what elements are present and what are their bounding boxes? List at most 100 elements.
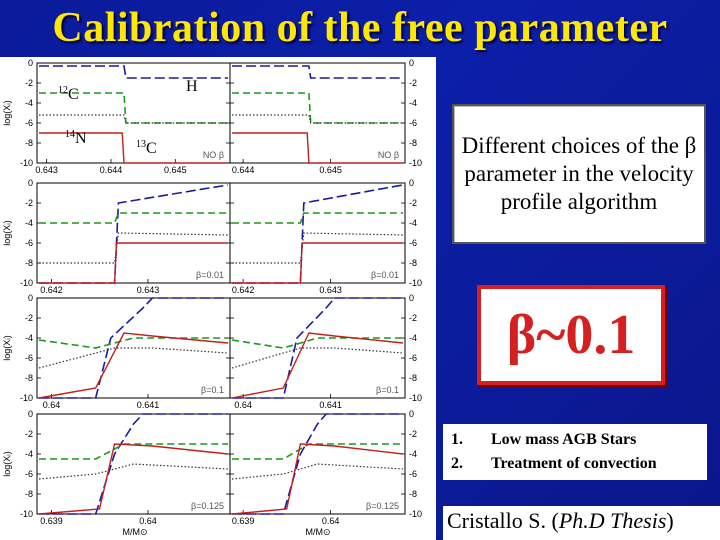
panel-frame [36, 297, 231, 399]
y-tick-label: -8 [409, 489, 417, 499]
y-tick-label: -8 [25, 489, 33, 499]
y-tick-label: -4 [409, 218, 417, 228]
list-item: 2. Treatment of convection [451, 452, 699, 476]
x-tick-label: 0.641 [319, 400, 342, 410]
isotope-label-h: H [186, 78, 198, 95]
y-tick-label: -6 [409, 469, 417, 479]
y-tick-label: -4 [25, 333, 33, 343]
credit-suffix: ) [666, 508, 674, 533]
list-number: 1. [451, 431, 463, 448]
abundance-curve-n14 [232, 232, 404, 264]
y-tick-label: -2 [25, 198, 33, 208]
y-tick-label: -6 [25, 238, 33, 248]
beta-note: β=0.01 [371, 270, 399, 280]
y-tick-label: 0 [28, 58, 33, 68]
y-tick-label: 0 [409, 58, 414, 68]
abundance-curve-c12 [39, 443, 228, 460]
abundance-curve-n14 [231, 347, 404, 369]
abundance-curve-n14 [231, 463, 404, 480]
list-text: Treatment of convection [491, 455, 657, 472]
y-tick-label: -2 [409, 429, 417, 439]
panel-frame [36, 413, 231, 515]
y-tick-label: -8 [409, 373, 417, 383]
abundance-curve-c13 [231, 443, 404, 515]
isotope-label-n14: 14N [65, 129, 87, 147]
plot-panel [36, 182, 231, 284]
x-tick-label: 0.641 [137, 400, 160, 410]
x-tick-label: 0.645 [164, 165, 187, 175]
panel-frame [229, 62, 406, 164]
y-tick-label: -4 [25, 98, 33, 108]
abundance-plots: 0 -2 -4 -6 -8 -10 0.643 0.644 0.645 NO β 0 -2 -4 -6 -8… [2, 58, 422, 537]
x-tick-label: 0.644 [232, 165, 255, 175]
y-tick-label: -10 [20, 509, 33, 519]
abundance-curve-c12 [232, 92, 403, 124]
abundance-curve-n14 [39, 114, 228, 124]
y-tick-label: -4 [409, 333, 417, 343]
abundance-profile-figure: 0 -2 -4 -6 -8 -10 0.643 0.644 0.645 NO β 0 -2 -4 -6 -8… [0, 57, 436, 540]
plot-panel [229, 182, 406, 284]
abundance-curve-c13 [231, 332, 404, 399]
abundance-curve-c13 [38, 443, 229, 515]
y-tick-label: -2 [25, 429, 33, 439]
y-tick-label: -10 [409, 278, 422, 288]
y-tick-label: -10 [409, 393, 422, 403]
abundance-curve-c13 [232, 132, 403, 164]
y-tick-label: -6 [25, 353, 33, 363]
y-tick-label: -4 [25, 218, 33, 228]
y-tick-label: 0 [409, 178, 414, 188]
y-tick-label: -4 [25, 449, 33, 459]
y-tick-label: 0 [28, 409, 33, 419]
y-tick-label: -2 [409, 313, 417, 323]
y-axis-label: log(Xᵢ) [2, 451, 12, 476]
y-axis-label: log(Xᵢ) [2, 100, 12, 125]
abundance-curve-h [39, 297, 228, 399]
y-tick-label: -2 [25, 78, 33, 88]
y-tick-label: 0 [409, 293, 414, 303]
y-tick-label: -8 [409, 258, 417, 268]
x-tick-label: 0.64 [43, 400, 61, 410]
y-tick-label: -10 [20, 158, 33, 168]
y-tick-label: -10 [409, 509, 422, 519]
abundance-curve-c12 [232, 443, 403, 460]
beta-result-box: β~0.1 [477, 285, 665, 385]
x-tick-label: 0.645 [319, 165, 342, 175]
abundance-curve-h [39, 65, 228, 79]
abundance-curve-c13 [39, 132, 228, 164]
y-tick-label: -2 [409, 198, 417, 208]
panel-frame [36, 62, 231, 164]
abundance-curve-h [232, 413, 403, 515]
y-tick-label: 0 [28, 293, 33, 303]
description-box: Different choices of the β parameter in … [452, 104, 706, 244]
x-tick-label: 0.639 [40, 516, 63, 526]
x-tick-label: 0.642 [232, 285, 255, 295]
beta-note: β=0.01 [196, 270, 224, 280]
x-axis-label: M/M⊙ [305, 527, 330, 537]
abundance-curve-n14 [232, 114, 403, 124]
y-tick-label: -8 [25, 373, 33, 383]
abundance-curve-h [232, 297, 403, 399]
y-tick-label: -10 [20, 393, 33, 403]
y-tick-label: 0 [409, 409, 414, 419]
abundance-curve-n14 [38, 463, 229, 480]
x-tick-label: 0.643 [319, 285, 342, 295]
credit-prefix: Cristallo S. ( [447, 508, 559, 533]
topic-list-box: 1. Low mass AGB Stars 2. Treatment of conv… [443, 424, 707, 480]
plot-panel [229, 413, 406, 515]
y-tick-label: -6 [25, 118, 33, 128]
y-tick-label: -10 [20, 278, 33, 288]
y-axis-label: log(Xᵢ) [2, 220, 12, 245]
y-tick-label: -4 [409, 98, 417, 108]
abundance-curve-c12 [231, 337, 403, 349]
list-text: Low mass AGB Stars [491, 431, 637, 448]
y-tick-label: -8 [409, 138, 417, 148]
abundance-curve-c13 [39, 242, 228, 284]
panel-frame [229, 413, 406, 515]
beta-note: NO β [378, 150, 399, 160]
plot-panel [36, 413, 231, 515]
y-tick-label: -6 [409, 238, 417, 248]
y-tick-label: -8 [25, 138, 33, 148]
y-axis-label: log(Xᵢ) [2, 335, 12, 360]
y-tick-label: -2 [409, 78, 417, 88]
x-tick-label: 0.64 [139, 516, 157, 526]
